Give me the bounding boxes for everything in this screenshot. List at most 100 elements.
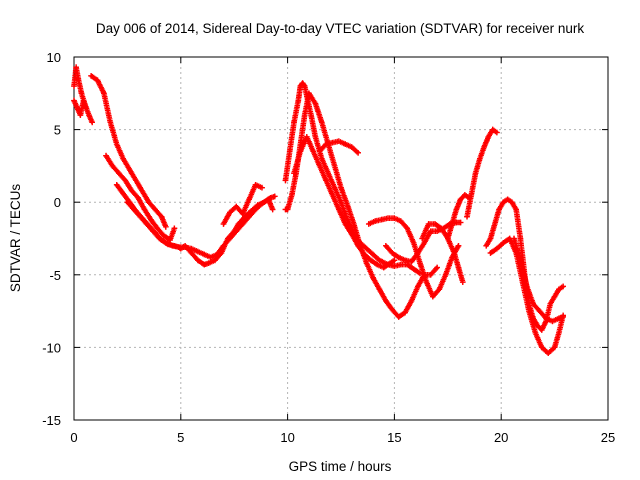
data-point xyxy=(246,196,252,203)
data-point xyxy=(195,257,201,264)
data-point xyxy=(365,221,372,227)
series-arc-12 xyxy=(365,215,462,300)
y-axis-label: SDTVAR / TECUs xyxy=(8,184,23,293)
data-point xyxy=(368,257,374,264)
data-point xyxy=(481,144,487,150)
data-point xyxy=(156,235,163,242)
data-point xyxy=(410,240,417,246)
data-point xyxy=(372,218,378,224)
data-point xyxy=(517,257,524,264)
data-point xyxy=(391,263,398,269)
data-point xyxy=(491,221,498,227)
data-point xyxy=(560,314,566,320)
data-point xyxy=(128,170,135,176)
data-point xyxy=(323,177,329,184)
data-point xyxy=(455,242,462,249)
series-arc-2 xyxy=(71,97,89,118)
data-point xyxy=(415,250,421,256)
data-point xyxy=(415,283,421,290)
y-tick-label: 10 xyxy=(47,50,61,65)
data-point xyxy=(331,163,338,169)
data-point xyxy=(329,192,336,198)
data-point xyxy=(82,105,89,111)
data-point xyxy=(342,141,349,147)
data-point xyxy=(259,200,265,207)
data-point xyxy=(212,257,218,264)
data-point xyxy=(137,184,144,191)
data-point xyxy=(374,261,381,268)
data-point xyxy=(171,225,178,232)
data-point xyxy=(355,150,361,156)
x-tick-label: 20 xyxy=(494,430,508,445)
data-point xyxy=(201,261,208,268)
data-point xyxy=(201,251,208,258)
tick-labels: 0 5 10 15 20 25 -15 -10 -5 0 5 10 xyxy=(42,50,615,445)
plot-frame xyxy=(73,56,609,421)
data-point xyxy=(169,242,176,249)
series-arc-6 xyxy=(124,196,276,261)
data-point xyxy=(94,77,101,84)
data-point xyxy=(402,257,408,264)
data-point xyxy=(547,301,554,307)
data-point xyxy=(310,148,317,155)
data-point xyxy=(163,240,169,246)
x-tick-label: 10 xyxy=(280,430,294,445)
data-point xyxy=(233,228,240,235)
data-point xyxy=(154,225,161,232)
data-point xyxy=(227,235,233,242)
data-point xyxy=(312,134,319,140)
data-point xyxy=(120,155,126,162)
data-point xyxy=(538,344,545,351)
data-point xyxy=(86,112,92,118)
data-point xyxy=(344,202,351,208)
data-point xyxy=(175,244,182,251)
data-point xyxy=(325,170,331,176)
data-point xyxy=(423,279,430,285)
data-point xyxy=(556,315,562,322)
series-arc-4 xyxy=(103,152,178,243)
data-point xyxy=(526,308,532,314)
data-point xyxy=(80,97,87,104)
data-point xyxy=(408,258,415,265)
data-point xyxy=(282,177,289,184)
x-axis-label: GPS time / hours xyxy=(289,459,392,474)
data-point xyxy=(188,245,195,252)
data-point xyxy=(389,250,396,256)
data-point xyxy=(556,286,562,293)
data-point xyxy=(449,221,455,227)
data-point xyxy=(545,350,551,357)
y-tick-label: -5 xyxy=(49,268,61,283)
data-point xyxy=(398,261,404,268)
data-point xyxy=(376,257,383,264)
data-point xyxy=(116,170,122,176)
data-point xyxy=(387,260,393,266)
data-point xyxy=(453,206,460,213)
data-point xyxy=(318,119,325,126)
series-arc-10 xyxy=(291,134,398,271)
data-point xyxy=(167,237,173,243)
data-point xyxy=(195,248,201,255)
data-point xyxy=(128,187,135,194)
series-arc-16 xyxy=(464,126,500,220)
data-point xyxy=(220,242,227,249)
data-point xyxy=(329,139,336,146)
data-point xyxy=(395,254,402,261)
series-arc-7 xyxy=(220,181,265,227)
data-point xyxy=(304,134,310,140)
data-point xyxy=(122,177,129,184)
data-point xyxy=(434,228,440,235)
data-point xyxy=(103,152,109,159)
data-point xyxy=(269,206,276,213)
data-point xyxy=(301,83,308,89)
data-point xyxy=(551,344,558,351)
data-point xyxy=(239,221,246,227)
data-point xyxy=(472,170,479,176)
chart-title: Day 006 of 2014, Sidereal Day-to-day VTE… xyxy=(96,21,584,36)
data-point xyxy=(442,272,449,278)
data-point xyxy=(299,80,306,86)
data-point xyxy=(239,211,246,217)
data-point xyxy=(145,199,152,205)
data-point xyxy=(551,293,558,300)
data-point xyxy=(395,314,402,320)
